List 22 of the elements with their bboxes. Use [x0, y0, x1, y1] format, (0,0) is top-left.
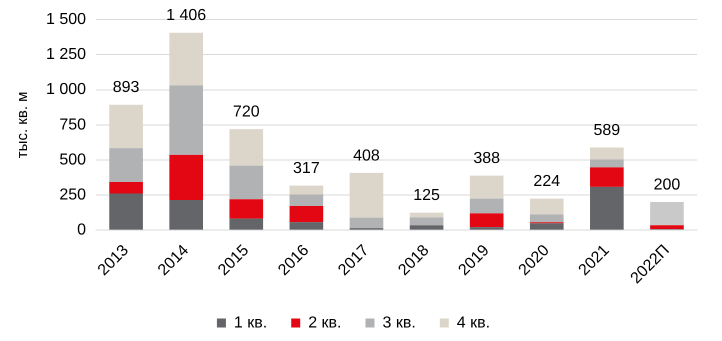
legend-label: 1 кв. — [234, 314, 268, 332]
total-label: 224 — [533, 173, 560, 190]
legend-label: 2 кв. — [308, 314, 342, 332]
total-label: 408 — [353, 147, 380, 164]
legend-label: 4 кв. — [456, 314, 490, 332]
total-label: 125 — [413, 186, 440, 204]
total-label: 200 — [654, 176, 680, 194]
legend-label: 3 кв. — [382, 314, 416, 332]
total-label: 720 — [232, 103, 260, 120]
y-tick-label: 250 — [59, 186, 86, 204]
y-tick-label: 750 — [59, 116, 86, 134]
total-label: 589 — [594, 122, 620, 139]
total-label: 1 406 — [166, 7, 206, 24]
y-tick-label: 0 — [77, 222, 86, 239]
y-axis-title: тыс. кв. м — [14, 92, 32, 158]
total-label: 388 — [473, 150, 500, 168]
y-tick-label: 500 — [59, 151, 86, 168]
total-label: 893 — [112, 79, 140, 96]
y-tick-label: 1 500 — [46, 11, 86, 28]
total-label: 317 — [293, 160, 320, 178]
y-tick-label: 1 000 — [46, 81, 86, 98]
y-tick-label: 1 250 — [46, 46, 86, 64]
